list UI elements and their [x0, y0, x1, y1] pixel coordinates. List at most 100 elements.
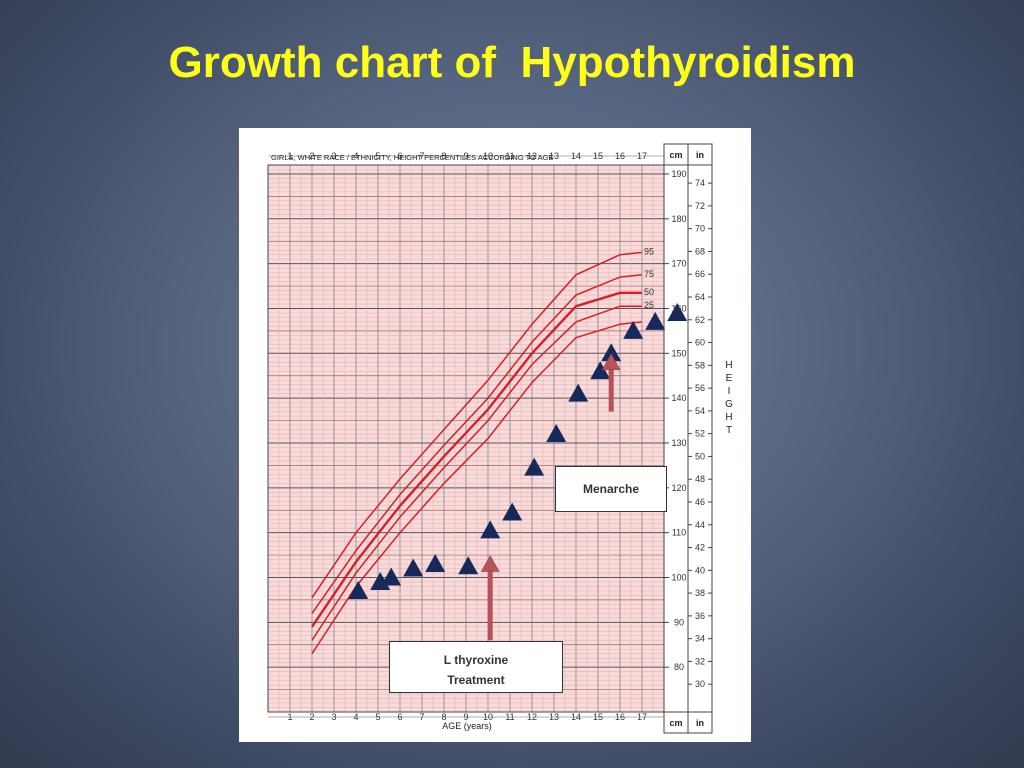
in-tick-label: 54 [695, 406, 705, 416]
age-tick-label-top: 16 [615, 151, 625, 161]
age-tick-label-bottom: 8 [441, 712, 446, 722]
y-axis-label-letter: I [728, 386, 731, 397]
menarche-callout: Menarche [555, 466, 667, 512]
height-point-triangle [502, 502, 523, 521]
cm-tick-label: 160 [671, 303, 686, 313]
age-tick-label-bottom: 6 [397, 712, 402, 722]
in-tick-label: 64 [695, 292, 705, 302]
age-tick-label-top: 17 [637, 151, 647, 161]
height-point-triangle [645, 311, 666, 330]
percentile-curves: 95 75 50 25 [311, 246, 654, 655]
age-tick-label-bottom: 5 [375, 712, 380, 722]
y-axis-label-letter: G [725, 399, 733, 410]
in-tick-label: 44 [695, 520, 705, 530]
in-tick-label: 30 [695, 679, 705, 689]
age-tick-label-bottom: 9 [463, 712, 468, 722]
percentile-curve-25 [311, 305, 642, 641]
cm-tick-label: 100 [671, 572, 686, 582]
height-markers [348, 302, 688, 599]
in-tick-label: 72 [695, 201, 705, 211]
in-tick-label: 74 [695, 178, 705, 188]
percentile-label: 25 [644, 300, 654, 310]
age-tick-label-bottom: 14 [571, 712, 581, 722]
in-tick-label: 62 [695, 315, 705, 325]
in-tick-label: 56 [695, 383, 705, 393]
age-tick-label-top: 3 [331, 151, 336, 161]
age-tick-label-bottom: 1 [287, 712, 292, 722]
in-tick-label: 42 [695, 543, 705, 553]
in-tick-label: 70 [695, 224, 705, 234]
age-tick-label-bottom: 11 [505, 712, 514, 722]
cm-tick-label: 80 [674, 662, 684, 672]
percentile-curve-lower [311, 321, 643, 655]
percentile-label: 95 [644, 246, 654, 256]
cm-tick-label: 90 [674, 617, 684, 627]
height-point-triangle [458, 556, 479, 575]
cm-tick-label: 150 [671, 348, 686, 358]
age-tick-label-top: 1 [287, 151, 292, 161]
y-axis-label-letter: H [725, 360, 732, 371]
cm-tick-label: 190 [671, 169, 686, 179]
cm-unit-label: cm [669, 150, 682, 160]
percentile-label: 75 [644, 269, 654, 279]
menarche-label: Menarche [582, 482, 640, 496]
in-tick-label: 38 [695, 588, 705, 598]
percentile-curve-95 [311, 251, 643, 599]
height-point-triangle [590, 361, 611, 380]
slide-title: Growth chart of Hypothyroidism [168, 38, 856, 87]
percentile-label: 50 [644, 287, 654, 297]
height-point-triangle [381, 567, 402, 586]
cm-tick-label: 170 [671, 259, 686, 269]
age-tick-label-top: 14 [571, 151, 581, 161]
in-tick-label: 40 [695, 565, 705, 575]
in-tick-label: 52 [695, 429, 705, 439]
height-point-triangle [568, 383, 589, 402]
age-tick-label-bottom: 17 [637, 712, 647, 722]
in-tick-label: 36 [695, 611, 705, 621]
height-point-triangle [348, 580, 369, 599]
plot-frame [267, 164, 665, 713]
chart-title: GIRLS, WHITE RACE / ETHNICITY, HEIGHT PE… [271, 153, 553, 162]
age-tick-label-top: 6 [397, 151, 402, 161]
in-tick-label: 32 [695, 656, 705, 666]
age-tick-label-bottom: 4 [353, 712, 358, 722]
height-point-triangle [480, 520, 501, 539]
age-tick-label-top: 2 [309, 151, 314, 161]
age-tick-label-top: 12 [527, 151, 537, 161]
cm-tick-label: 180 [671, 214, 686, 224]
cm-unit-label-bottom: cm [669, 718, 682, 728]
l-thyroxine-label-line2: Treatment [447, 673, 505, 687]
in-tick-label: 46 [695, 497, 705, 507]
age-tick-label-top: 13 [549, 151, 559, 161]
age-tick-label-bottom: 3 [331, 712, 336, 722]
height-point-triangle [546, 424, 567, 443]
y-axis-label-letter: E [726, 373, 733, 384]
height-point-triangle [623, 320, 644, 339]
in-unit-label: in [696, 150, 704, 160]
age-tick-label-top: 8 [441, 151, 446, 161]
y-axis-label-letter: T [726, 425, 732, 436]
height-point-triangle [403, 558, 424, 577]
age-tick-label-top: 4 [353, 151, 358, 161]
age-tick-label-bottom: 12 [527, 712, 537, 722]
growth-chart-panel: 95 75 50 25 cm in cm in 80 90 100 110 120 130 140 150 1… [239, 128, 751, 742]
age-tick-label-bottom: 2 [309, 712, 314, 722]
in-tick-label: 34 [695, 634, 705, 644]
age-tick-label-bottom: 10 [483, 712, 493, 722]
age-tick-label-bottom: 15 [593, 712, 603, 722]
cm-tick-label: 110 [672, 528, 686, 538]
age-tick-label-top: 9 [463, 151, 468, 161]
age-tick-label-bottom: 16 [615, 712, 625, 722]
in-tick-label: 48 [695, 474, 705, 484]
in-tick-label: 58 [695, 360, 705, 370]
l-thyroxine-callout: L thyroxine Treatment [389, 641, 563, 693]
l-thyroxine-label-line1: L thyroxine [443, 653, 509, 667]
annotation-arrow-head [601, 353, 621, 371]
height-point-triangle [601, 343, 622, 362]
age-tick-label-top: 5 [375, 151, 380, 161]
height-point-triangle [667, 302, 688, 321]
age-tick-label-top: 7 [419, 151, 424, 161]
in-tick-label: 50 [695, 451, 705, 461]
age-tick-label-bottom: 7 [419, 712, 424, 722]
